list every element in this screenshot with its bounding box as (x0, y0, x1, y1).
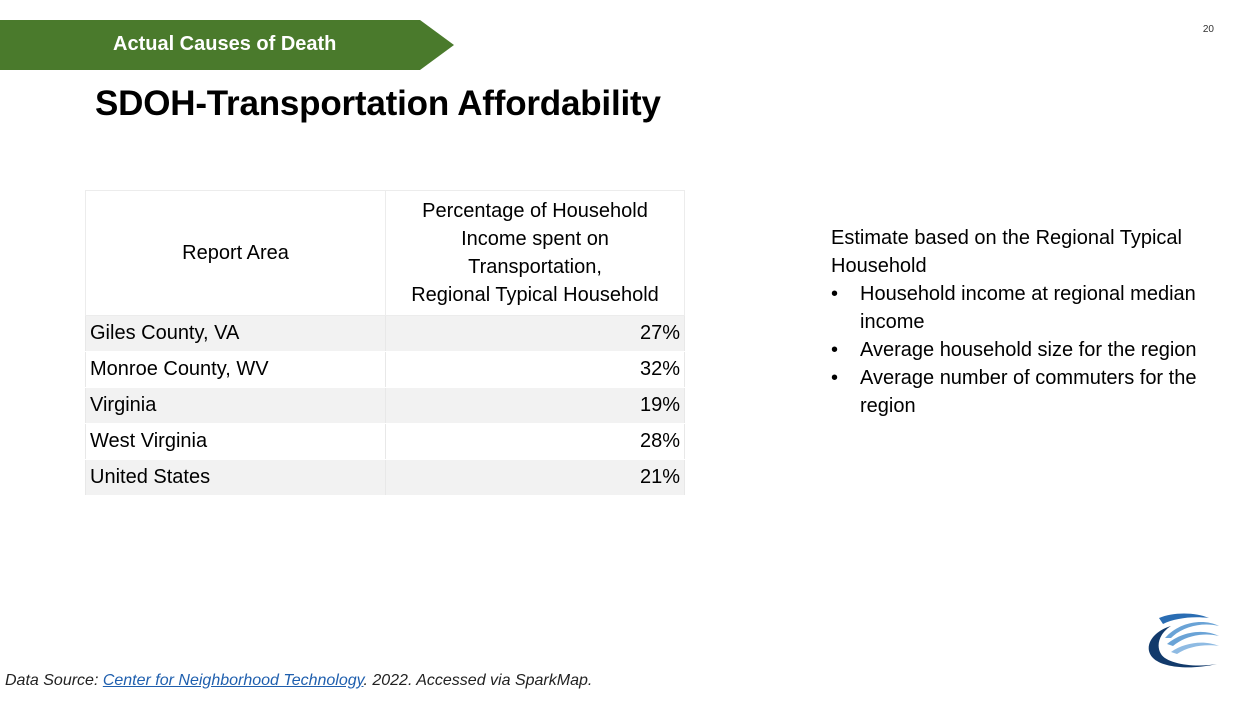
data-source-link[interactable]: Center for Neighborhood Technology (102, 672, 364, 689)
cell-value: 19% (385, 387, 685, 424)
header-report-area: Report Area (85, 190, 386, 316)
data-source-prefix: Data Source: (5, 672, 103, 689)
cell-area: Virginia (85, 387, 386, 424)
estimate-bullet: Household income at regional median inco… (831, 280, 1221, 336)
section-banner: Actual Causes of Death (0, 20, 454, 70)
table-header-row: Report Area Percentage of Household Inco… (85, 190, 685, 316)
header-percentage-line: Income spent on (461, 228, 609, 250)
header-percentage: Percentage of Household Income spent on … (385, 190, 685, 316)
estimate-bullet: Average number of commuters for the regi… (831, 364, 1221, 420)
estimate-intro: Estimate based on the Regional Typical H… (831, 227, 1182, 277)
swoosh-logo-icon (1148, 613, 1219, 668)
table-row: West Virginia 28% (85, 423, 685, 460)
table-row: United States 21% (85, 459, 685, 496)
cell-value: 28% (385, 423, 685, 460)
cell-value: 32% (385, 351, 685, 388)
slide-title: SDOH-Transportation Affordability (95, 84, 661, 123)
data-source-suffix: . 2022. Accessed via SparkMap. (363, 672, 593, 689)
header-percentage-line: Transportation, (468, 256, 602, 278)
cell-area: United States (85, 459, 386, 496)
cell-area: Monroe County, WV (85, 351, 386, 388)
cell-area: Giles County, VA (85, 315, 386, 352)
page-number: 20 (1202, 24, 1214, 35)
cell-value: 27% (385, 315, 685, 352)
estimate-note: Estimate based on the Regional Typical H… (831, 224, 1221, 420)
header-percentage-line: Percentage of Household (422, 200, 648, 222)
table-row: Virginia 19% (85, 387, 685, 424)
section-banner-label: Actual Causes of Death (113, 33, 337, 55)
cell-area: West Virginia (85, 423, 386, 460)
estimate-bullet: Average household size for the region (831, 336, 1221, 364)
cell-value: 21% (385, 459, 685, 496)
transportation-table: Report Area Percentage of Household Inco… (85, 190, 685, 496)
table-row: Monroe County, WV 32% (85, 351, 685, 388)
estimate-bullet-list: Household income at regional median inco… (831, 280, 1221, 420)
data-source: Data Source: Center for Neighborhood Tec… (5, 672, 592, 690)
table-row: Giles County, VA 27% (85, 315, 685, 352)
header-percentage-line: Regional Typical Household (411, 284, 659, 306)
